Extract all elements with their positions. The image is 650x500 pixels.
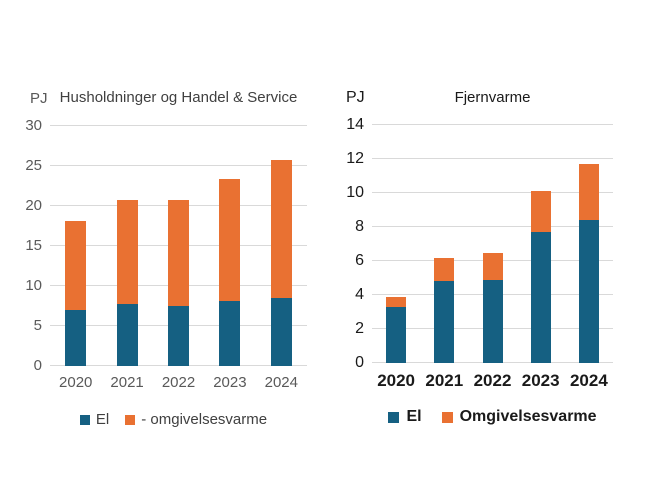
x-tick-label: 2020 <box>59 374 93 391</box>
bar-segment-el <box>168 306 189 366</box>
y-tick-label: 8 <box>355 218 364 236</box>
y-tick-label: 4 <box>355 286 364 304</box>
legend-item: El <box>388 408 422 426</box>
y-axis-unit-label: PJ <box>346 89 365 106</box>
bar-segment-omgivelsesvarme <box>386 296 407 307</box>
bar-segment-el <box>116 303 138 366</box>
gridline <box>372 192 613 193</box>
gridline <box>50 125 307 126</box>
legend-label: El <box>95 411 110 428</box>
y-tick-label: 12 <box>346 150 364 167</box>
y-tick-label: 15 <box>25 237 42 254</box>
chart-title: Husholdninger og Handel & Service <box>59 89 298 106</box>
bar-segment-el <box>219 301 241 366</box>
y-tick-label: 10 <box>25 277 42 295</box>
chart-husholdninger-handel-service: PJ Husholdninger og Handel & Service 0 5 1… <box>20 84 325 454</box>
y-tick-label: 30 <box>25 117 42 134</box>
bar-segment-omgivelsesvarme <box>65 221 87 310</box>
y-tick-label: 14 <box>346 116 364 133</box>
x-tick-label: 2020 <box>377 371 416 390</box>
x-tick-label: 2023 <box>521 371 560 390</box>
x-tick-label: 2022 <box>161 374 196 391</box>
y-tick-label: 10 <box>346 184 364 201</box>
bar-segment-omgivelsesvarme <box>219 178 241 302</box>
legend-swatch <box>125 414 136 425</box>
legend-swatch <box>79 414 90 425</box>
bar-segment-el <box>434 281 455 363</box>
legend-item: - omgivelsesvarme <box>125 411 267 428</box>
bar-segment-omgivelsesvarme <box>482 252 503 280</box>
x-tick-label: 2021 <box>425 371 464 390</box>
x-tick-label: 2022 <box>473 371 512 390</box>
y-tick-label: 20 <box>25 197 42 215</box>
gridline <box>372 124 613 125</box>
y-tick-label: 0 <box>355 354 364 371</box>
y-tick-label: 6 <box>355 252 364 269</box>
y-tick-label: 25 <box>25 157 42 174</box>
bar-segment-omgivelsesvarme <box>270 159 292 298</box>
legend-item: El <box>79 411 110 428</box>
plot-area: 0 2 4 6 8 10 12 14 2020 2021 2022 2023 2024 <box>346 117 613 390</box>
bar-segment-omgivelsesvarme <box>578 164 599 221</box>
y-tick-label: 0 <box>33 357 42 374</box>
bar-segment-omgivelsesvarme <box>434 257 455 282</box>
bar-segment-el <box>386 306 407 363</box>
bar-segment-el <box>482 279 503 363</box>
x-tick-label: 2021 <box>110 374 144 391</box>
gridline <box>372 158 613 159</box>
bar-segment-omgivelsesvarme <box>168 200 189 306</box>
gridline <box>50 165 307 166</box>
bar-segment-omgivelsesvarme <box>116 200 138 304</box>
legend-label: Omgivelsesvarme <box>459 408 597 425</box>
bar-segment-omgivelsesvarme <box>530 191 551 233</box>
bar-segment-el <box>65 310 87 366</box>
bar-segment-el <box>530 232 551 363</box>
bar-segment-el <box>578 220 599 363</box>
plot-area: 0 5 10 15 20 25 30 2020 2021 2022 2023 2024 <box>25 118 307 391</box>
legend-swatch <box>388 411 400 423</box>
bar-segment-el <box>270 298 292 366</box>
legend: El - omgivelsesvarme <box>40 411 307 428</box>
legend-swatch <box>441 411 453 423</box>
y-tick-label: 5 <box>33 317 42 335</box>
y-axis-unit-label: PJ <box>30 90 48 107</box>
legend-label: El <box>406 408 422 425</box>
y-tick-label: 2 <box>355 320 364 338</box>
legend-item: Omgivelsesvarme <box>441 408 597 426</box>
legend: El Omgivelsesvarme <box>372 408 613 426</box>
x-tick-label: 2024 <box>569 371 608 390</box>
gridline <box>372 226 613 227</box>
chart-fjernvarme: PJ Fjernvarme 0 2 4 6 8 10 12 14 2020 2021 2022 202… <box>340 84 640 454</box>
legend-label: - omgivelsesvarme <box>141 411 268 428</box>
x-tick-label: 2023 <box>213 374 247 391</box>
chart-title: Fjernvarme <box>454 89 531 106</box>
x-tick-label: 2024 <box>264 374 298 391</box>
